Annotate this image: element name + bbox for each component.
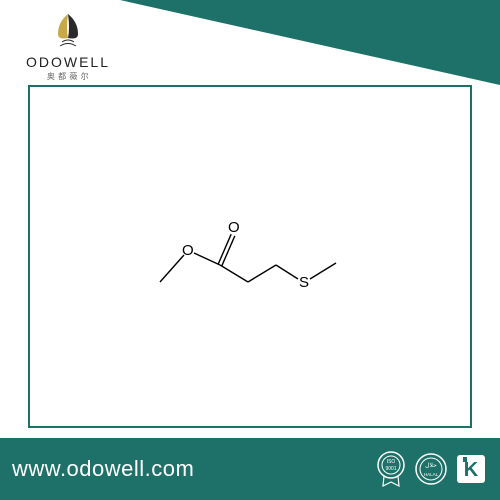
svg-text:9001: 9001 (385, 466, 396, 472)
svg-text:K: K (464, 459, 479, 481)
decor-top-triangle (120, 0, 500, 85)
iso-badge: ISO 9001 (374, 450, 408, 488)
atom-o-carbonyl: O (228, 219, 240, 236)
halal-badge: حلال HALAL (414, 450, 448, 488)
content-frame: O O S (28, 85, 472, 428)
brand-name: ODOWELL (8, 54, 128, 70)
svg-text:ISO: ISO (387, 459, 396, 465)
website-url[interactable]: www.odowell.com (12, 456, 374, 482)
atom-s: S (299, 274, 309, 291)
atom-o-ester: O (182, 242, 194, 259)
chemical-structure: O O S (150, 197, 350, 317)
brand-logo: ODOWELL 奥 都 薇 尔 (8, 8, 128, 82)
certification-badges: ISO 9001 حلال HALAL K (374, 450, 488, 488)
product-card: ODOWELL 奥 都 薇 尔 O O S www.odowell.com IS… (0, 0, 500, 500)
brand-subtitle: 奥 都 薇 尔 (8, 71, 128, 82)
footer-band: www.odowell.com ISO 9001 حلال HALAL (0, 438, 500, 500)
logo-leaf-icon (46, 8, 90, 52)
kosher-badge: K (454, 450, 488, 488)
svg-text:حلال: حلال (425, 462, 437, 469)
svg-text:HALAL: HALAL (424, 472, 439, 477)
